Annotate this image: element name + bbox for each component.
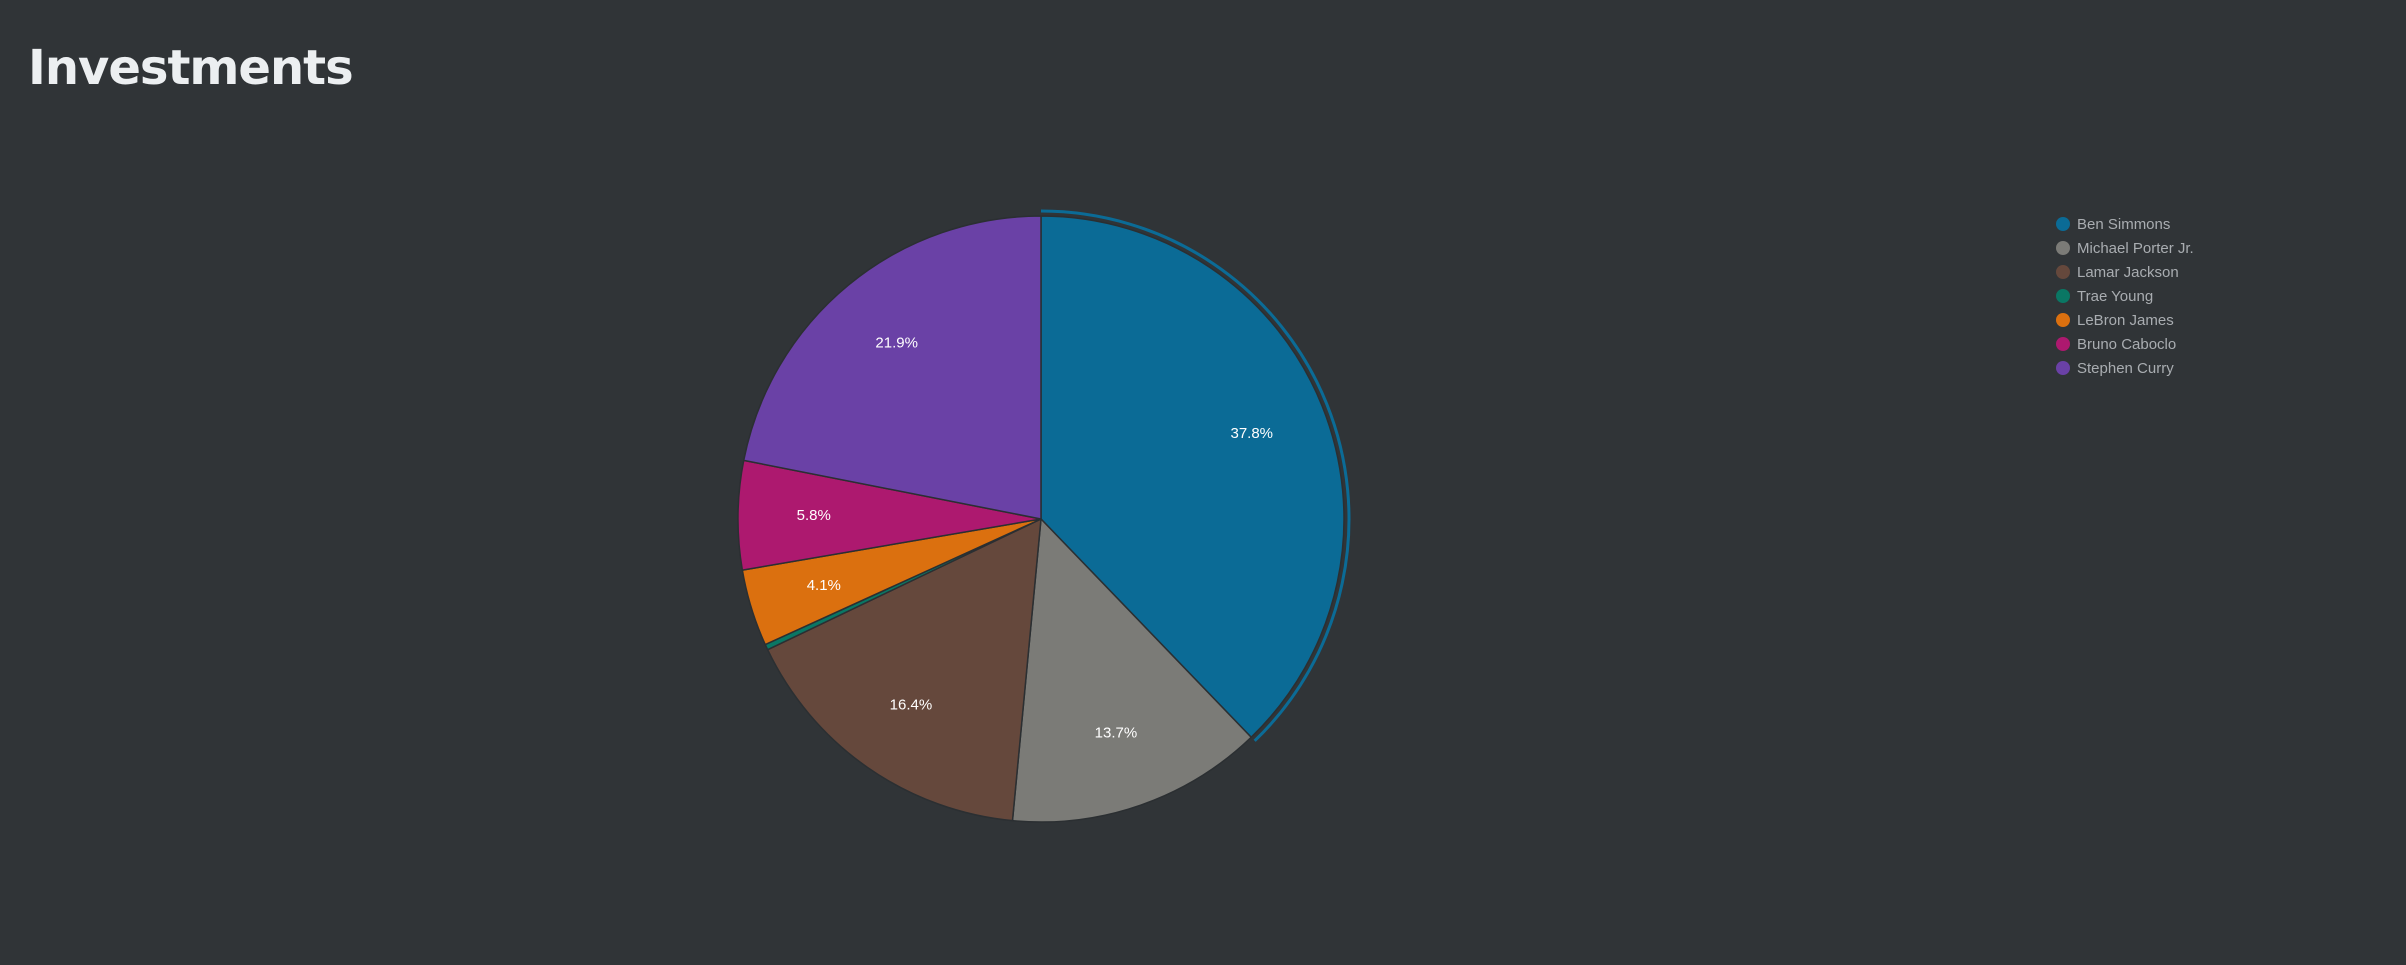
pie-slice-michael-porter-jr[interactable] <box>1011 518 1252 823</box>
legend-item-stephen-curry[interactable]: Stephen Curry <box>2056 356 2194 380</box>
legend-swatch-icon <box>2056 265 2070 279</box>
pie-label-bruno-caboclo: 5.8% <box>797 507 831 524</box>
legend-swatch-icon <box>2056 289 2070 303</box>
legend-label: Trae Young <box>2077 287 2154 305</box>
legend-label: Lamar Jackson <box>2077 263 2179 281</box>
pie-label-michael-porter-jr: 13.7% <box>1095 724 1138 741</box>
legend-label: Bruno Caboclo <box>2077 335 2177 353</box>
page-title: Investments <box>28 40 354 96</box>
legend-label: LeBron James <box>2077 311 2174 329</box>
pie-label-lamar-jackson: 16.4% <box>890 696 933 713</box>
legend-item-bruno-caboclo[interactable]: Bruno Caboclo <box>2056 332 2194 356</box>
legend-swatch-icon <box>2056 361 2070 375</box>
pie-label-lebron-james: 4.1% <box>807 577 841 594</box>
legend-label: Ben Simmons <box>2077 215 2171 233</box>
pie-slice-stephen-curry[interactable] <box>742 215 1042 520</box>
legend-item-trae-young[interactable]: Trae Young <box>2056 284 2194 308</box>
legend-item-ben-simmons[interactable]: Ben Simmons <box>2056 212 2194 236</box>
chart-legend: Ben Simmons Michael Porter Jr. Lamar Jacks… <box>2056 212 2194 380</box>
legend-swatch-icon <box>2056 337 2070 351</box>
legend-item-lamar-jackson[interactable]: Lamar Jackson <box>2056 260 2194 284</box>
pie-slice-lamar-jackson[interactable] <box>766 518 1042 822</box>
legend-label: Michael Porter Jr. <box>2077 239 2194 257</box>
pie-slice-ben-simmons[interactable] <box>1040 215 1345 739</box>
legend-label: Stephen Curry <box>2077 359 2174 377</box>
legend-swatch-icon <box>2056 241 2070 255</box>
pie-slice-highlight-ben-simmons <box>1040 209 1351 742</box>
legend-item-michael-porter-jr[interactable]: Michael Porter Jr. <box>2056 236 2194 260</box>
pie-label-ben-simmons: 37.8% <box>1230 425 1273 442</box>
legend-swatch-icon <box>2056 217 2070 231</box>
legend-swatch-icon <box>2056 313 2070 327</box>
pie-label-stephen-curry: 21.9% <box>875 334 918 351</box>
legend-item-lebron-james[interactable]: LeBron James <box>2056 308 2194 332</box>
